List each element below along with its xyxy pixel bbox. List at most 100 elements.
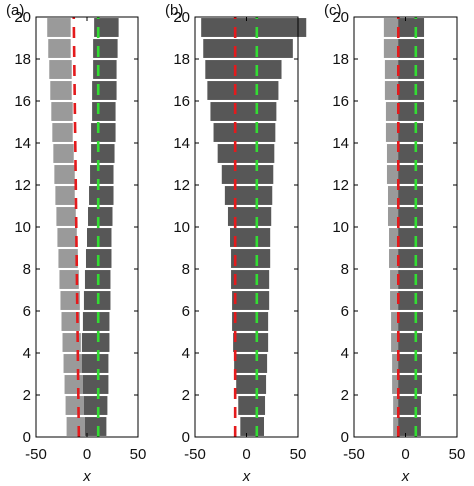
panel-label: (b) bbox=[165, 2, 183, 19]
y-tick-label: 12 bbox=[14, 177, 31, 194]
bar-series-1-row-8 bbox=[231, 249, 271, 268]
y-tick-label: 2 bbox=[23, 387, 31, 404]
y-tick-label: 6 bbox=[23, 303, 31, 320]
y-tick-label: 18 bbox=[173, 51, 190, 68]
y-tick-label: 14 bbox=[14, 135, 31, 152]
bar-series-2-row-16 bbox=[398, 81, 425, 100]
bar-series-1-row-15 bbox=[385, 102, 401, 121]
bar-series-2-row-0 bbox=[398, 417, 421, 436]
bar-series-1-row-0 bbox=[66, 417, 85, 436]
y-tick-label: 8 bbox=[23, 261, 31, 278]
y-tick-label: 8 bbox=[341, 261, 349, 278]
y-tick-label: 10 bbox=[14, 219, 31, 236]
reference-line-1 bbox=[72, 16, 81, 438]
y-tick-label: 20 bbox=[332, 9, 349, 26]
bar-series-2-row-17 bbox=[93, 60, 117, 79]
bar-series-1-row-6 bbox=[60, 291, 80, 310]
bar-series-2-row-19 bbox=[398, 18, 425, 37]
x-tick-label: 50 bbox=[130, 446, 147, 463]
bar-series-2-row-13 bbox=[398, 144, 424, 163]
x-axis-label: x bbox=[401, 468, 410, 485]
bar-series-1-row-1 bbox=[238, 396, 266, 415]
bar-series-2-row-16 bbox=[92, 81, 117, 100]
bar-series-1-row-7 bbox=[231, 270, 270, 289]
bar-series-1-row-10 bbox=[56, 207, 76, 226]
y-tick-label: 16 bbox=[332, 93, 349, 110]
bar-series-1-row-12 bbox=[221, 165, 274, 184]
bar-series-2-row-1 bbox=[398, 396, 421, 415]
bar-series-2-row-10 bbox=[88, 207, 113, 226]
y-tick-label: 18 bbox=[332, 51, 349, 68]
y-tick-label: 16 bbox=[14, 93, 31, 110]
bar-series-1-row-15 bbox=[210, 102, 277, 121]
y-tick-label: 14 bbox=[332, 135, 349, 152]
bar-series-2-row-7 bbox=[398, 270, 424, 289]
bar-series-1-row-4 bbox=[233, 333, 269, 352]
bar-series-2-row-1 bbox=[83, 396, 108, 415]
bar-series-1-row-13 bbox=[53, 144, 74, 163]
bar-series-2-row-2 bbox=[82, 375, 109, 394]
y-tick-label: 12 bbox=[173, 177, 190, 194]
y-tick-label: 12 bbox=[332, 177, 349, 194]
bar-series-2-row-18 bbox=[93, 39, 118, 58]
x-axis-label: x bbox=[242, 468, 251, 485]
x-tick-label: 0 bbox=[401, 446, 409, 463]
bar-series-2-row-14 bbox=[398, 123, 424, 142]
bar-series-1-row-4 bbox=[62, 333, 81, 352]
bar-series-1-row-18 bbox=[48, 39, 71, 58]
bar-series-1-row-5 bbox=[232, 312, 269, 331]
bar-series-1-row-19 bbox=[383, 18, 401, 37]
x-tick-label: 0 bbox=[83, 446, 91, 463]
x-tick-label: -50 bbox=[343, 446, 365, 463]
y-tick-label: 20 bbox=[173, 9, 190, 26]
bar-series-1-row-5 bbox=[391, 312, 401, 331]
bar-series-2-row-8 bbox=[398, 249, 424, 268]
bar-series-2-row-4 bbox=[398, 333, 422, 352]
bar-series-2-row-3 bbox=[398, 354, 422, 373]
bar-series-1-row-11 bbox=[224, 186, 273, 205]
bar-series-1-row-16 bbox=[207, 81, 279, 100]
bar-series-1-row-2 bbox=[64, 375, 83, 394]
bar-series-2-row-17 bbox=[398, 60, 425, 79]
y-tick-label: 20 bbox=[14, 9, 31, 26]
bar-series-2-row-5 bbox=[398, 312, 424, 331]
bar-series-1-row-6 bbox=[232, 291, 270, 310]
bar-series-2-row-14 bbox=[91, 123, 116, 142]
y-tick-label: 2 bbox=[341, 387, 349, 404]
bar-series-1-row-12 bbox=[54, 165, 75, 184]
bar-series-1-row-19 bbox=[201, 18, 307, 37]
y-tick-label: 18 bbox=[14, 51, 31, 68]
x-tick-label: 50 bbox=[290, 446, 307, 463]
bar-series-1-row-16 bbox=[50, 81, 72, 100]
x-tick-label: -50 bbox=[25, 446, 47, 463]
bar-series-1-row-1 bbox=[393, 396, 401, 415]
y-tick-label: 4 bbox=[341, 345, 349, 362]
bar-series-2-row-11 bbox=[398, 186, 424, 205]
bar-series-1-row-17 bbox=[49, 60, 72, 79]
bar-series-1-row-7 bbox=[390, 270, 401, 289]
bar-series-1-row-6 bbox=[390, 291, 401, 310]
bar-series-1-row-19 bbox=[47, 18, 71, 37]
panel-label: (c) bbox=[324, 2, 342, 19]
bar-series-1-row-9 bbox=[389, 228, 401, 247]
bar-series-2-row-12 bbox=[90, 165, 114, 184]
bar-series-2-row-10 bbox=[398, 207, 424, 226]
bar-series-1-row-0 bbox=[240, 417, 265, 436]
bar-series-1-row-16 bbox=[384, 81, 401, 100]
bar-series-2-row-2 bbox=[398, 375, 422, 394]
y-tick-label: 14 bbox=[173, 135, 190, 152]
bar-series-2-row-0 bbox=[84, 417, 107, 436]
y-tick-label: 0 bbox=[182, 429, 190, 446]
bar-series-1-row-0 bbox=[393, 417, 401, 436]
y-tick-label: 16 bbox=[173, 93, 190, 110]
y-tick-label: 6 bbox=[182, 303, 190, 320]
bar-series-2-row-15 bbox=[92, 102, 116, 121]
bar-series-1-row-7 bbox=[59, 270, 79, 289]
panel-label: (a) bbox=[6, 2, 24, 19]
x-axis-label: x bbox=[82, 468, 91, 485]
bar-series-1-row-14 bbox=[213, 123, 276, 142]
